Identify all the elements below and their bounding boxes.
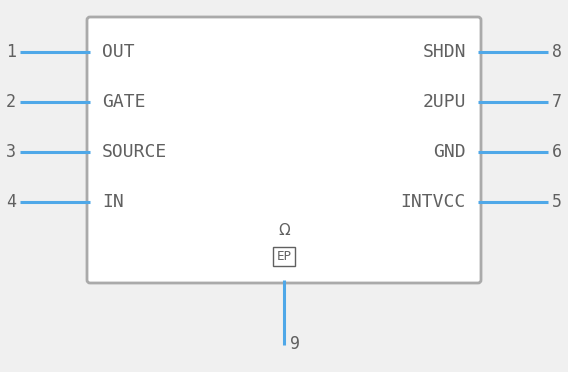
- Text: 7: 7: [552, 93, 562, 111]
- Text: INTVCC: INTVCC: [401, 193, 466, 211]
- Text: IN: IN: [102, 193, 124, 211]
- Text: GND: GND: [433, 143, 466, 161]
- Text: SHDN: SHDN: [423, 43, 466, 61]
- Text: 4: 4: [6, 193, 16, 211]
- Text: 3: 3: [6, 143, 16, 161]
- Text: EP: EP: [277, 250, 291, 263]
- Text: 5: 5: [552, 193, 562, 211]
- Text: 1: 1: [6, 43, 16, 61]
- Text: Ω: Ω: [278, 223, 290, 238]
- Text: OUT: OUT: [102, 43, 135, 61]
- Text: 2UPU: 2UPU: [423, 93, 466, 111]
- Text: SOURCE: SOURCE: [102, 143, 167, 161]
- FancyBboxPatch shape: [87, 17, 481, 283]
- Text: GATE: GATE: [102, 93, 145, 111]
- Text: 9: 9: [290, 335, 300, 353]
- Text: 8: 8: [552, 43, 562, 61]
- Text: 6: 6: [552, 143, 562, 161]
- Text: 2: 2: [6, 93, 16, 111]
